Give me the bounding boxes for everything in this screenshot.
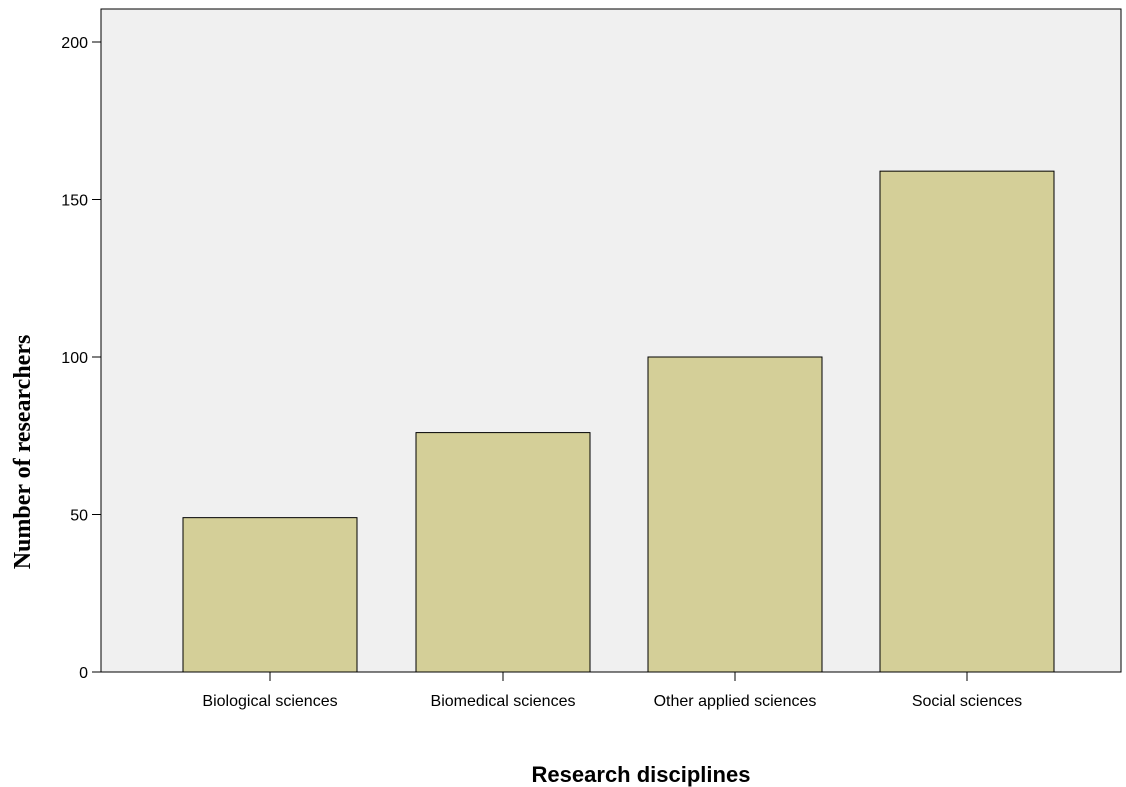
x-category-label-3: Other applied sciences	[654, 693, 817, 710]
bar-2	[415, 432, 591, 673]
bar-3	[647, 356, 823, 673]
y-tick-label-0: 0	[79, 665, 88, 682]
y-axis-title: Number of researchers	[10, 335, 36, 570]
x-axis-title: Research disciplines	[532, 762, 751, 787]
x-category-label-1: Biological sciences	[202, 693, 337, 710]
bars-group	[182, 170, 1055, 673]
x-axis: Biological sciences Biomedical sciences Ot…	[202, 672, 1022, 710]
bar-4	[879, 170, 1055, 673]
y-axis: 0 50 100 150 200	[61, 35, 101, 682]
x-category-label-4: Social sciences	[912, 693, 1022, 710]
y-tick-label-150: 150	[61, 193, 88, 210]
bar-1	[182, 517, 358, 673]
y-tick-label-100: 100	[61, 350, 88, 367]
y-tick-label-200: 200	[61, 35, 88, 52]
y-tick-label-50: 50	[70, 508, 88, 525]
x-category-label-2: Biomedical sciences	[431, 693, 576, 710]
